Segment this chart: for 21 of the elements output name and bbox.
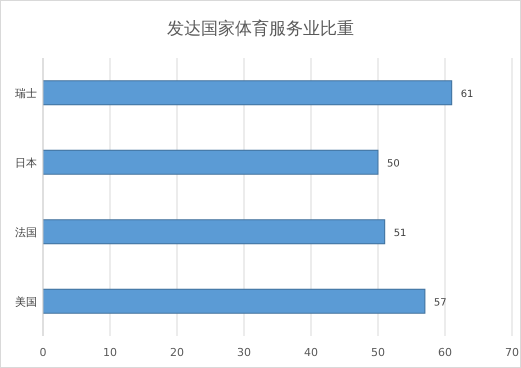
x-tick-label: 0 <box>40 346 46 359</box>
data-label: 57 <box>434 297 447 308</box>
bar <box>42 219 386 244</box>
chart-title: 发达国家体育服务业比重 <box>167 19 354 39</box>
x-tick-label: 10 <box>103 346 117 359</box>
bar <box>42 150 378 175</box>
bar <box>42 80 452 106</box>
y-tick-label: 瑞士 <box>15 86 37 100</box>
y-tick-label: 日本 <box>15 156 37 170</box>
x-tick-label: 70 <box>505 346 519 359</box>
data-label: 51 <box>394 228 406 239</box>
x-tick-label: 40 <box>304 346 318 359</box>
data-label: 61 <box>460 88 474 100</box>
bar <box>42 288 426 314</box>
x-tick-label: 30 <box>237 346 251 359</box>
x-tick-label: 60 <box>438 346 452 359</box>
y-tick-label: 美国 <box>15 295 37 308</box>
y-tick-label: 法国 <box>15 226 37 239</box>
x-tick-label: 20 <box>170 346 184 359</box>
data-label: 50 <box>387 158 400 170</box>
x-tick-label: 50 <box>371 346 385 359</box>
